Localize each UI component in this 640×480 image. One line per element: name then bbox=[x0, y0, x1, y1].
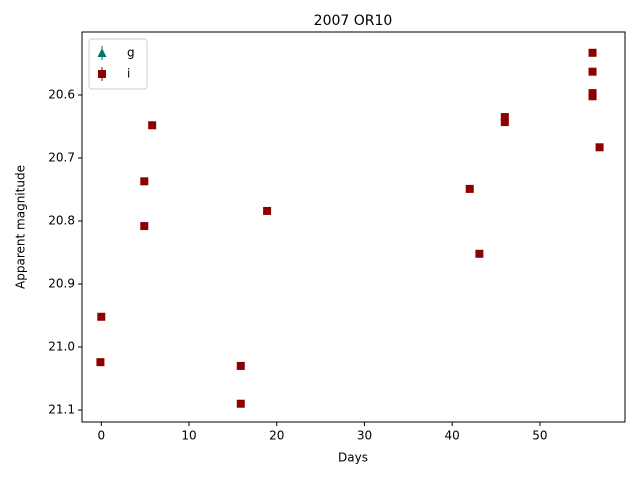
data-point bbox=[475, 249, 484, 258]
x-tick-label: 40 bbox=[445, 429, 460, 443]
data-point bbox=[500, 118, 509, 127]
legend-box bbox=[88, 38, 148, 90]
x-tick-label: 10 bbox=[181, 429, 196, 443]
data-point bbox=[588, 67, 597, 76]
y-axis-label: Apparent magnitude bbox=[14, 165, 28, 289]
plot-frame bbox=[81, 31, 626, 423]
x-tick-label: 50 bbox=[532, 429, 547, 443]
data-point bbox=[148, 121, 157, 130]
data-point bbox=[588, 48, 597, 57]
legend-marker bbox=[97, 48, 107, 57]
data-point bbox=[140, 177, 149, 186]
y-tick-label: 21.1 bbox=[48, 403, 75, 417]
data-point bbox=[588, 92, 597, 101]
chart-title: 2007 OR10 bbox=[314, 13, 393, 29]
data-point bbox=[96, 358, 105, 367]
data-point bbox=[500, 113, 509, 122]
x-tick-label: 30 bbox=[357, 429, 372, 443]
legend-marker bbox=[98, 70, 106, 78]
legend-label: i bbox=[127, 67, 130, 81]
y-tick-label: 20.8 bbox=[48, 214, 75, 228]
x-tick-label: 0 bbox=[97, 429, 105, 443]
x-tick-label: 20 bbox=[269, 429, 284, 443]
data-point bbox=[263, 206, 272, 215]
data-point bbox=[97, 312, 106, 321]
data-point bbox=[140, 222, 149, 231]
y-tick-label: 20.7 bbox=[48, 151, 75, 165]
data-point bbox=[236, 361, 245, 370]
y-tick-label: 20.9 bbox=[48, 277, 75, 291]
data-point bbox=[465, 184, 474, 193]
legend-label: g bbox=[127, 46, 135, 60]
data-point bbox=[236, 399, 245, 408]
data-point bbox=[595, 143, 604, 152]
x-axis-label: Days bbox=[338, 451, 368, 465]
y-tick-label: 21.0 bbox=[48, 340, 75, 354]
y-tick-label: 20.6 bbox=[48, 88, 75, 102]
